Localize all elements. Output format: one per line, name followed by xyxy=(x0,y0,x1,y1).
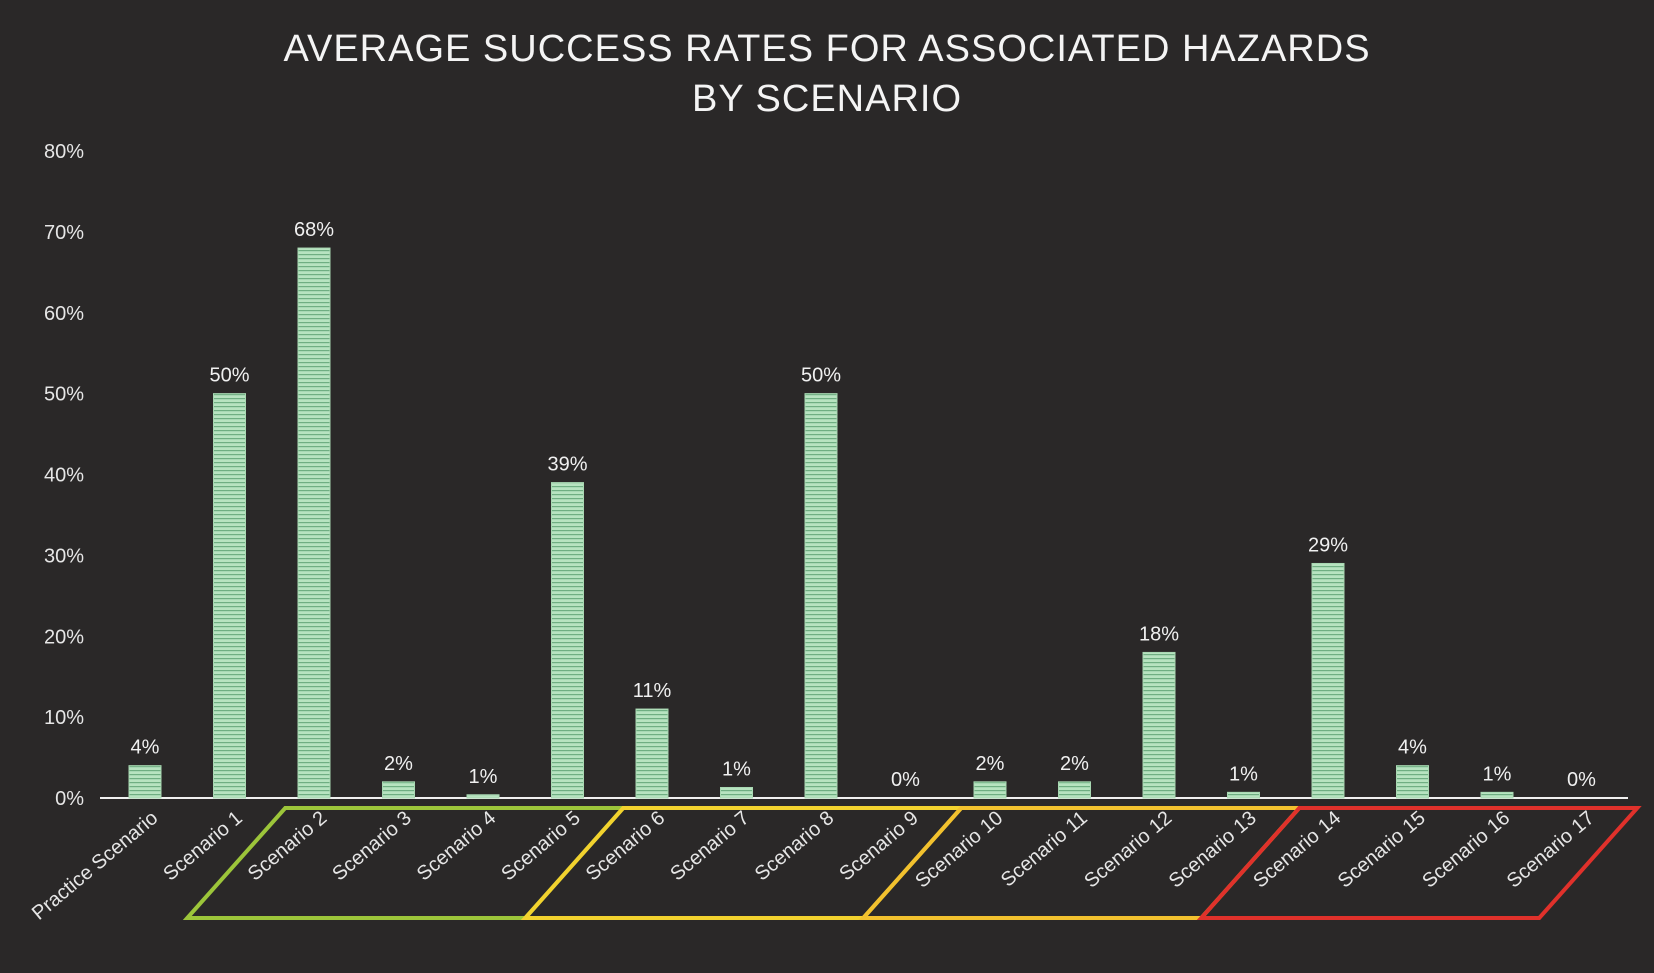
chart-title-line-2: BY SCENARIO xyxy=(691,78,963,120)
chart-title-line-1: AVERAGE SUCCESS RATES FOR ASSOCIATED HAZ… xyxy=(283,28,1371,70)
data-label: 18% xyxy=(1139,623,1179,645)
data-label: 0% xyxy=(891,769,920,791)
x-category-label: Scenario 9 xyxy=(835,807,922,885)
y-tick-label: 60% xyxy=(44,303,84,325)
bar-scenario-4 xyxy=(466,794,500,799)
data-label: 50% xyxy=(209,365,249,387)
x-category-label: Scenario 6 xyxy=(582,807,669,885)
bar-scenario-13 xyxy=(1227,791,1260,799)
y-tick-label: 50% xyxy=(44,384,84,406)
bar-scenario-10 xyxy=(973,781,1007,799)
bar-scenario-8 xyxy=(804,393,838,799)
y-tick-label: 80% xyxy=(44,141,84,163)
x-category-label: Scenario 13 xyxy=(1165,807,1261,892)
bar-scenario-15 xyxy=(1396,765,1429,799)
y-tick-label: 40% xyxy=(44,465,84,487)
x-category-label: Scenario 2 xyxy=(244,807,331,885)
bar-scenario-14 xyxy=(1311,562,1345,799)
data-label: 1% xyxy=(469,766,498,788)
data-label: 2% xyxy=(384,753,413,775)
x-category-label: Practice Scenario xyxy=(28,807,162,925)
data-label: 2% xyxy=(1060,753,1089,775)
x-category-label: Scenario 12 xyxy=(1080,807,1176,892)
bar-scenario-12 xyxy=(1142,651,1176,799)
data-label: 4% xyxy=(1398,737,1427,759)
bar-scenario-6 xyxy=(635,708,669,799)
data-label: 2% xyxy=(976,753,1005,775)
bar-scenario-3 xyxy=(382,781,415,799)
bar-scenario-11 xyxy=(1058,781,1091,799)
x-category-label: Scenario 1 xyxy=(159,807,246,885)
y-tick-label: 10% xyxy=(44,707,84,729)
y-tick-label: 20% xyxy=(44,626,84,648)
scenario-group-red xyxy=(1196,806,1642,920)
data-label: 68% xyxy=(294,219,334,241)
y-tick-label: 30% xyxy=(44,545,84,567)
x-category-label: Scenario 3 xyxy=(328,807,415,885)
bar-scenario-5 xyxy=(551,482,584,799)
bar-scenario-1 xyxy=(213,393,246,799)
x-category-label: Scenario 16 xyxy=(1418,807,1514,892)
bar-practice-scenario xyxy=(128,765,162,799)
x-category-label: Scenario 4 xyxy=(413,807,500,885)
bar-scenario-2 xyxy=(297,247,331,799)
data-label: 39% xyxy=(547,454,587,476)
data-label: 50% xyxy=(801,365,841,387)
data-label: 11% xyxy=(633,680,672,702)
bar-scenario-7 xyxy=(720,786,753,799)
data-label: 0% xyxy=(1567,769,1596,791)
x-category-label: Scenario 5 xyxy=(497,807,584,885)
y-tick-label: 70% xyxy=(44,222,84,244)
data-label: 29% xyxy=(1308,534,1348,556)
bar-scenario-16 xyxy=(1480,791,1514,799)
x-category-label: Scenario 17 xyxy=(1503,807,1599,892)
x-category-label: Scenario 7 xyxy=(666,807,753,885)
data-label: 4% xyxy=(131,737,160,759)
data-label: 1% xyxy=(1229,763,1258,785)
x-category-label: Scenario 8 xyxy=(751,807,838,885)
y-tick-label: 0% xyxy=(55,788,84,810)
data-label: 1% xyxy=(722,758,751,780)
data-label: 1% xyxy=(1483,763,1512,785)
x-category-label: Scenario 15 xyxy=(1334,807,1430,892)
x-category-label: Scenario 11 xyxy=(997,807,1092,892)
